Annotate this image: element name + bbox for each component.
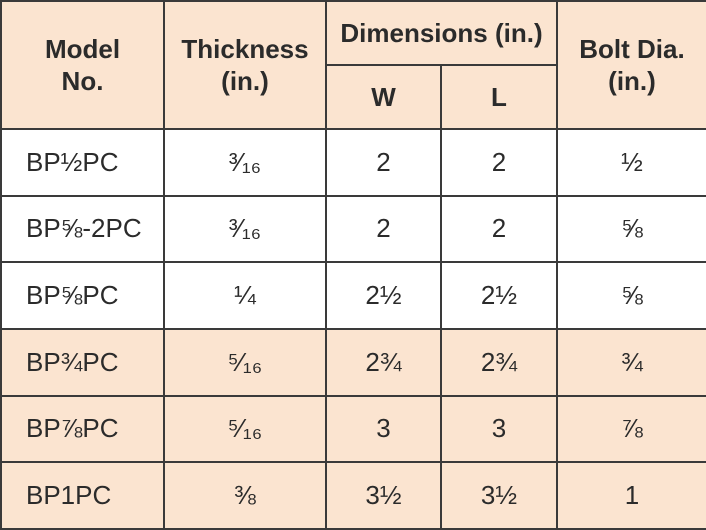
table-row: BP½PC ³⁄₁₆ 2 2 ½ — [0, 128, 706, 197]
table-row: BP⅝-2PC ³⁄₁₆ 2 2 ⅝ — [0, 194, 706, 264]
table-cell: BP1PC — [0, 461, 165, 530]
table-cell: BP⅝PC — [0, 261, 165, 330]
table-cell: ¾ — [556, 327, 706, 397]
table-row: BP1PC ⅜ 3½ 3½ 1 — [0, 461, 706, 530]
table-cell: 2¾ — [325, 327, 442, 397]
table-cell: BP¾PC — [0, 327, 165, 397]
table-cell: ⅝ — [556, 261, 706, 330]
table-cell: ⁵⁄₁₆ — [163, 394, 327, 464]
table-cell: 2 — [440, 194, 558, 264]
table-row: BP¾PC ⁵⁄₁₆ 2¾ 2¾ ¾ — [0, 327, 706, 397]
table-cell: 2 — [325, 194, 442, 264]
table-cell: 2½ — [325, 261, 442, 330]
header-cell: Thickness (in.) — [163, 0, 327, 130]
header-cell: L — [440, 64, 558, 130]
table-cell: BP⅝-2PC — [0, 194, 165, 264]
table-cell: 2 — [325, 128, 442, 197]
table-cell: 3 — [440, 394, 558, 464]
table-cell: ³⁄₁₆ — [163, 128, 327, 197]
table-cell: ⅞ — [556, 394, 706, 464]
table-cell: BP½PC — [0, 128, 165, 197]
table-cell: ⅝ — [556, 194, 706, 264]
table-row: BP⅝PC ¼ 2½ 2½ ⅝ — [0, 261, 706, 330]
table-cell: 3½ — [325, 461, 442, 530]
header-cell: W — [325, 64, 442, 130]
table-row: BP⅞PC ⁵⁄₁₆ 3 3 ⅞ — [0, 394, 706, 464]
table-cell: ³⁄₁₆ — [163, 194, 327, 264]
table-cell: 2 — [440, 128, 558, 197]
table-cell: 2¾ — [440, 327, 558, 397]
table-cell: ⅜ — [163, 461, 327, 530]
table-cell: 2½ — [440, 261, 558, 330]
table-cell: ½ — [556, 128, 706, 197]
header-cell: Bolt Dia. (in.) — [556, 0, 706, 130]
table-cell: BP⅞PC — [0, 394, 165, 464]
table-cell: ¼ — [163, 261, 327, 330]
table-cell: 1 — [556, 461, 706, 530]
header-cell: Model No. — [0, 0, 165, 130]
table-body: BP½PC ³⁄₁₆ 2 2 ½ BP⅝-2PC ³⁄₁₆ 2 2 ⅝ BP⅝PC ¼ 2½ 2½ ⅝ BP¾… — [0, 128, 706, 530]
table-cell: 3 — [325, 394, 442, 464]
table-cell: ⁵⁄₁₆ — [163, 327, 327, 397]
header-cell: Dimensions (in.) — [325, 0, 558, 66]
table-cell: 3½ — [440, 461, 558, 530]
